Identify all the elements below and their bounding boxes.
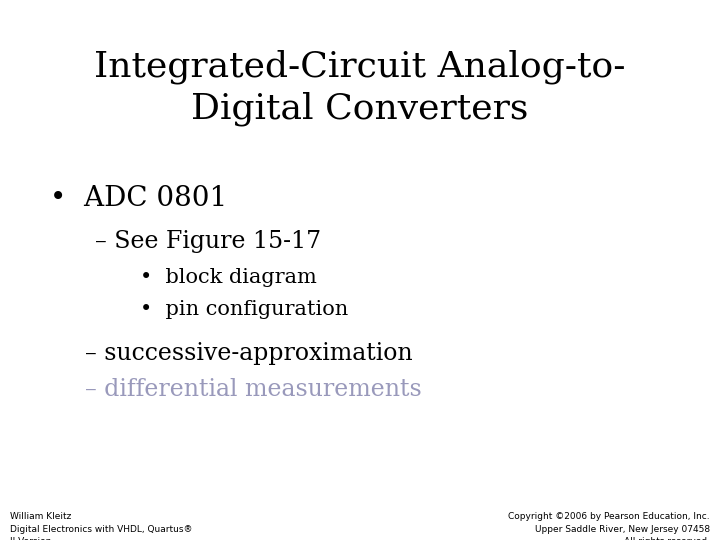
Text: •  block diagram: • block diagram: [140, 268, 317, 287]
Text: William Kleitz
Digital Electronics with VHDL, Quartus®
II Version: William Kleitz Digital Electronics with …: [10, 512, 192, 540]
Text: Integrated-Circuit Analog-to-
Digital Converters: Integrated-Circuit Analog-to- Digital Co…: [94, 50, 626, 126]
Text: •  ADC 0801: • ADC 0801: [50, 185, 228, 212]
Text: – See Figure 15-17: – See Figure 15-17: [95, 230, 321, 253]
Text: – successive-approximation: – successive-approximation: [85, 342, 413, 365]
Text: •  pin configuration: • pin configuration: [140, 300, 348, 319]
Text: Copyright ©2006 by Pearson Education, Inc.
Upper Saddle River, New Jersey 07458
: Copyright ©2006 by Pearson Education, In…: [508, 512, 710, 540]
Text: – differential measurements: – differential measurements: [85, 378, 422, 401]
